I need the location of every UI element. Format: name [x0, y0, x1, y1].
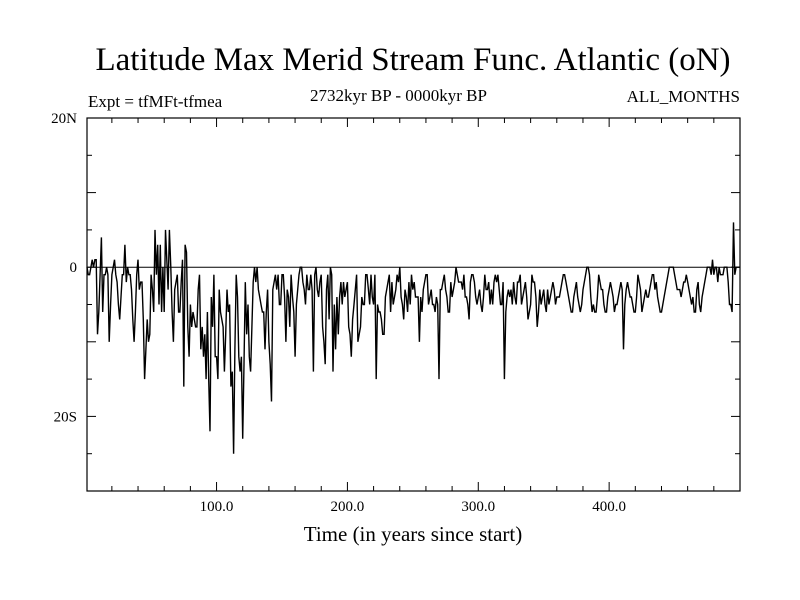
plot-frame [86, 117, 741, 492]
time-range-label: 2732kyr BP - 0000kyr BP [310, 86, 487, 105]
axis-tick-labels: 100.0 200.0 300.0 400.0 20N 0 20S [51, 111, 626, 515]
y-tick-label: 20S [54, 409, 77, 425]
months-label: ALL_MONTHS [626, 87, 740, 106]
x-tick-label: 300.0 [461, 499, 495, 515]
x-tick-label: 200.0 [331, 499, 365, 515]
x-tick-label: 400.0 [592, 499, 626, 515]
x-tick-label: 100.0 [200, 499, 234, 515]
chart-title: Latitude Max Merid Stream Func. Atlantic… [95, 42, 731, 78]
y-tick-label: 0 [70, 260, 78, 276]
y-tick-label: 20N [51, 111, 77, 127]
experiment-label: Expt = tfMFt-tfmea [88, 92, 223, 111]
axis-ticks [87, 118, 740, 491]
series-line [86, 222, 740, 454]
x-axis-label: Time (in years since start) [303, 522, 523, 546]
